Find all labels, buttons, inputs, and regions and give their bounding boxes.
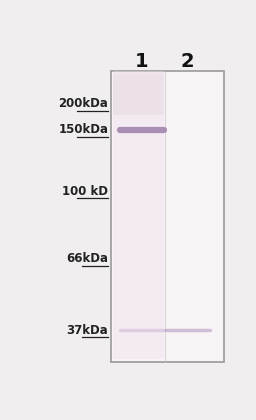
Text: 66kDa: 66kDa bbox=[66, 252, 108, 265]
Bar bbox=[113, 71, 164, 115]
Text: 1: 1 bbox=[135, 52, 149, 71]
Bar bbox=[113, 75, 164, 359]
Bar bbox=[111, 71, 225, 362]
Text: 37kDa: 37kDa bbox=[67, 324, 108, 337]
Text: 2: 2 bbox=[181, 52, 195, 71]
Text: 200kDa: 200kDa bbox=[59, 97, 108, 110]
Text: 150kDa: 150kDa bbox=[58, 123, 108, 136]
Text: 100 kD: 100 kD bbox=[62, 184, 108, 197]
